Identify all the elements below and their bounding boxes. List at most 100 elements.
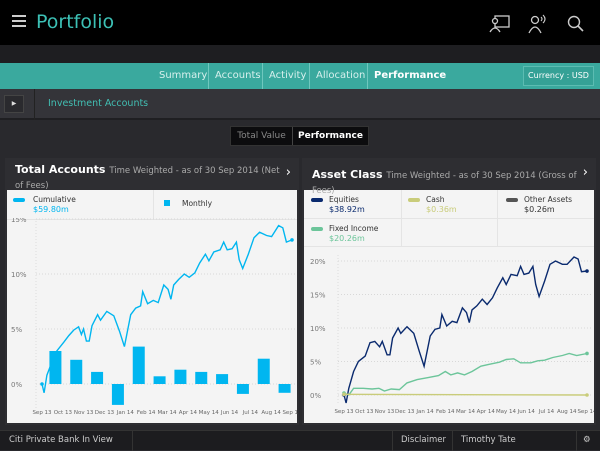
settings-gear-icon[interactable]: ⚙ bbox=[576, 431, 600, 451]
toggle-performance[interactable]: Performance bbox=[298, 131, 363, 141]
disclaimer-link[interactable]: Disclaimer bbox=[392, 431, 452, 451]
y-tick-label: 20% bbox=[310, 258, 326, 266]
legend-cumulative[interactable]: Cumulative $59.80m bbox=[13, 195, 76, 215]
other-assets-swatch bbox=[506, 198, 518, 202]
view-toggle: Total Value Performance bbox=[230, 126, 369, 146]
series-start-point bbox=[342, 392, 346, 397]
panel-subtitle: Time Weighted - as of 30 Sep 2014 (Net o… bbox=[15, 166, 280, 191]
app-title: Portfolio bbox=[36, 11, 115, 33]
presentation-icon[interactable] bbox=[489, 14, 511, 34]
divider bbox=[34, 89, 35, 120]
cumulative-swatch bbox=[13, 198, 25, 202]
menu-icon[interactable] bbox=[12, 15, 26, 27]
x-tick-label: Mar 14 bbox=[456, 409, 476, 415]
monthly-bar bbox=[236, 384, 249, 394]
x-tick-label: Apr 14 bbox=[179, 410, 198, 416]
fixed-income-swatch bbox=[311, 227, 323, 231]
monthly-bar bbox=[153, 376, 166, 384]
x-tick-label: Dec 13 bbox=[95, 410, 115, 416]
y-tick-label: 15% bbox=[310, 292, 326, 300]
series-line-equities bbox=[343, 256, 588, 404]
x-tick-label: Sep 14 bbox=[282, 410, 298, 416]
x-tick-label: Oct 13 bbox=[355, 409, 374, 415]
user-name[interactable]: Timothy Tate bbox=[452, 431, 575, 451]
series-line-cumulative bbox=[41, 224, 293, 393]
asset-class-chart: 0% 5% 10% 15% 20% Sep 13 Oct 13 Nov 13 Dec 13 Jan… bbox=[310, 255, 594, 415]
legend-label: Cumulative bbox=[33, 195, 76, 204]
x-tick-label: Nov 13 bbox=[74, 410, 94, 416]
y-tick-label: 0% bbox=[310, 392, 321, 400]
x-tick-label: May 14 bbox=[199, 410, 220, 416]
x-tick-label: Jun 14 bbox=[517, 409, 536, 415]
cash-swatch bbox=[408, 198, 420, 202]
legend-fixed-income[interactable]: Fixed Income $20.26m bbox=[311, 224, 378, 244]
legend-cash[interactable]: Cash $0.36m bbox=[408, 195, 457, 215]
series-line-cash bbox=[343, 393, 588, 396]
legend-label: Other Assets bbox=[524, 195, 573, 204]
legend-label: Monthly bbox=[182, 199, 213, 208]
x-tick-label: Jun 14 bbox=[220, 410, 239, 416]
nav-tabs: Summary Accounts Activity Allocation Per… bbox=[0, 63, 600, 98]
x-tick-label: Sep 13 bbox=[32, 410, 52, 416]
tab-activity[interactable]: Activity bbox=[262, 63, 312, 89]
x-tick-label: Nov 13 bbox=[375, 409, 395, 415]
x-tick-label: Oct 13 bbox=[54, 410, 73, 416]
series-end-point bbox=[290, 238, 294, 242]
brand-label: Citi Private Bank In View bbox=[9, 435, 113, 445]
tab-allocation[interactable]: Allocation bbox=[309, 63, 371, 89]
monthly-bar bbox=[257, 358, 270, 384]
x-tick-label: Dec 13 bbox=[395, 409, 415, 415]
legend-value: $0.36m bbox=[426, 205, 457, 214]
chevron-right-icon[interactable]: › bbox=[285, 165, 291, 180]
total-accounts-chart: 0% 5% 10% 15% Sep 13 Oct 13 Nov 13 Dec 13 Jan 14… bbox=[11, 218, 298, 416]
legend-label: Equities bbox=[329, 195, 359, 204]
series-end-point bbox=[585, 269, 589, 273]
monthly-bar bbox=[278, 384, 291, 393]
x-tick-label: Feb 14 bbox=[137, 410, 156, 416]
y-tick-label: 10% bbox=[310, 325, 326, 333]
legend-monthly[interactable]: Monthly bbox=[164, 199, 212, 209]
legend-value: $59.80m bbox=[33, 205, 69, 214]
legend-equities[interactable]: Equities $38.92m bbox=[311, 195, 365, 215]
panel-title: Total Accounts bbox=[15, 163, 106, 176]
panel-title: Asset Class bbox=[312, 168, 383, 181]
toggle-total-value[interactable]: Total Value bbox=[231, 127, 293, 145]
y-tick-label: 5% bbox=[310, 359, 321, 367]
equities-swatch bbox=[311, 198, 323, 202]
chevron-right-icon[interactable]: › bbox=[582, 165, 588, 180]
panel-header: Total Accounts Time Weighted - as of 30 … bbox=[7, 160, 297, 191]
asset-class-panel: Asset Class Time Weighted - as of 30 Sep… bbox=[302, 158, 596, 425]
legend-label: Cash bbox=[426, 195, 445, 204]
tab-summary[interactable]: Summary bbox=[159, 70, 208, 81]
tab-accounts[interactable]: Accounts bbox=[208, 63, 267, 89]
accounts-title[interactable]: Investment Accounts bbox=[48, 98, 149, 109]
panel-header: Asset Class Time Weighted - as of 30 Sep… bbox=[304, 160, 594, 196]
x-tick-label: Jan 14 bbox=[415, 409, 434, 415]
top-bar: Portfolio bbox=[0, 0, 600, 45]
legend-label: Fixed Income bbox=[329, 224, 379, 233]
monthly-bar bbox=[70, 359, 83, 384]
y-tick-label: 15% bbox=[11, 218, 27, 224]
advisor-contact-icon[interactable] bbox=[527, 14, 549, 34]
legend-value: $0.26m bbox=[524, 205, 555, 214]
currency-select[interactable]: Currency : USD ⇕ bbox=[523, 66, 594, 98]
y-tick-label: 5% bbox=[11, 326, 22, 334]
x-tick-label: Apr 14 bbox=[477, 409, 496, 415]
accounts-bar: ▶ Investment Accounts bbox=[0, 89, 600, 120]
legend: Equities $38.92m Cash $0.36m Other Asset… bbox=[304, 190, 594, 247]
currency-value: Currency : USD bbox=[528, 71, 589, 80]
series-end-point bbox=[585, 393, 589, 397]
expand-button[interactable]: ▶ bbox=[4, 95, 24, 113]
legend-other-assets[interactable]: Other Assets $0.26m bbox=[506, 195, 572, 215]
search-icon[interactable] bbox=[565, 14, 587, 34]
y-tick-label: 10% bbox=[11, 271, 27, 279]
footer-spacer bbox=[132, 431, 392, 451]
monthly-bar bbox=[174, 369, 187, 384]
total-accounts-panel: Total Accounts Time Weighted - as of 30 … bbox=[5, 158, 299, 425]
monthly-bar bbox=[216, 374, 229, 384]
spacer-strip bbox=[0, 45, 600, 63]
x-tick-label: Aug 14 bbox=[261, 410, 281, 416]
tab-performance[interactable]: Performance bbox=[367, 63, 452, 89]
x-tick-label: Sep 14 bbox=[577, 409, 594, 415]
series-start-point bbox=[40, 382, 44, 386]
